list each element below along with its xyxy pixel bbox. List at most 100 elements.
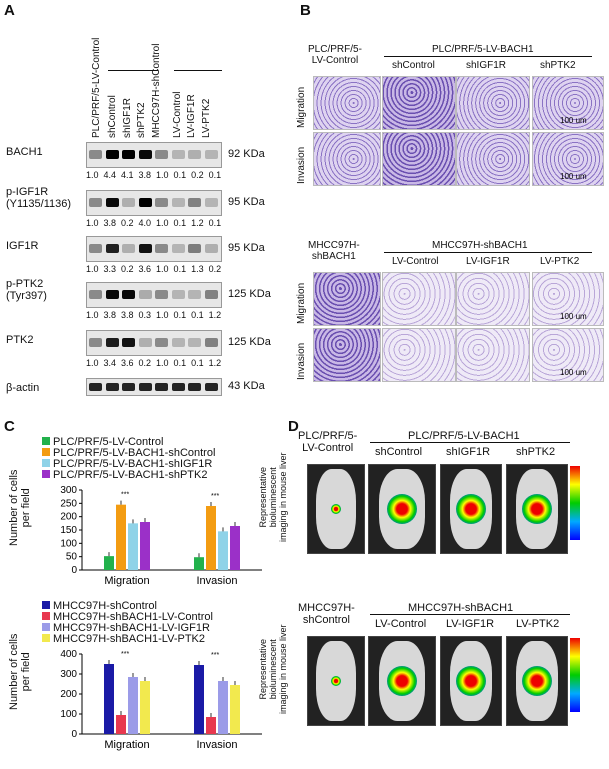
blot-image: [86, 378, 222, 396]
y-tick-label: 200: [60, 689, 77, 700]
mouse-image: [307, 464, 365, 554]
column-header: MHCC97H- shBACH1: [308, 240, 360, 262]
column-header: LV-Control: [392, 256, 439, 267]
mouse-body: [378, 641, 426, 721]
color-scale-bar: [570, 638, 580, 712]
micrograph: [313, 76, 381, 130]
bioluminescence-signal: [522, 666, 552, 696]
mouse-body: [516, 641, 558, 721]
blot-band: [138, 383, 152, 391]
bioluminescence-signal: [386, 494, 417, 524]
color-scale-bar: [570, 466, 580, 540]
blot-image: [86, 330, 222, 356]
legend-item: PLC/PRF/5-LV-BACH1-shPTK2: [42, 469, 207, 481]
blot-image: [86, 190, 222, 216]
bioluminescence-signal: [386, 666, 417, 696]
significance-mark: ***: [211, 652, 219, 659]
y-tick-label: 300: [60, 486, 77, 496]
quant-values: 1.0 4.4 4.1 3.8 1.0 0.1 0.2 0.1: [86, 170, 222, 180]
blot-band: [188, 150, 201, 159]
blot-name: IGF1R: [6, 240, 39, 252]
mouse-image: [307, 636, 365, 726]
bar: [104, 664, 114, 734]
bar: [194, 557, 204, 570]
column-header: PLC/PRF/5- LV-Control: [308, 44, 362, 66]
legend-label: MHCC97H-shBACH1-LV-IGF1R: [53, 622, 210, 634]
kda-label: 95 KDa: [228, 196, 265, 208]
y-tick-label: 0: [71, 565, 77, 576]
column-header: shPTK2: [516, 446, 556, 458]
blot-band: [89, 290, 102, 299]
blot-band: [138, 244, 152, 253]
mouse-body: [316, 641, 356, 721]
significance-mark: ***: [121, 651, 129, 658]
bar: [116, 504, 126, 570]
legend-label: MHCC97H-shControl: [53, 600, 157, 612]
column-header: LV-PTK2: [516, 618, 560, 630]
legend-label: PLC/PRF/5-LV-BACH1-shPTK2: [53, 469, 208, 481]
y-tick-label: 250: [60, 498, 77, 509]
legend-swatch: [42, 601, 50, 609]
blot-band: [171, 338, 185, 347]
micrograph: [456, 328, 530, 382]
blot-name: p-PTK2 (Tyr397): [6, 278, 47, 302]
blot-band: [204, 150, 218, 159]
bar: [230, 526, 240, 570]
kda-label: 43 KDa: [228, 380, 265, 392]
bioluminescence-signal: [456, 494, 486, 524]
legend-item: MHCC97H-shBACH1-LV-PTK2: [42, 633, 205, 645]
micrograph: [532, 328, 604, 382]
blot-band: [155, 150, 168, 159]
column-header: shPTK2: [540, 60, 576, 71]
blot-band: [138, 338, 152, 347]
scale-bar: 100 um: [560, 312, 587, 321]
blot-band: [122, 338, 135, 347]
quant-values: 1.0 3.3 0.2 3.6 1.0 0.1 1.3 0.2: [86, 264, 222, 274]
legend-label: PLC/PRF/5-LV-BACH1-shIGF1R: [53, 458, 213, 470]
micrograph: [382, 76, 456, 130]
kda-label: 125 KDa: [228, 288, 271, 300]
bar: [116, 715, 126, 734]
scale-bar: 100 um: [560, 368, 587, 377]
bar: [140, 681, 150, 734]
blot-band: [204, 383, 218, 391]
column-header: LV-IGF1R: [466, 256, 510, 267]
blot-name: BACH1: [6, 146, 43, 158]
blot-band: [188, 198, 201, 207]
legend-label: PLC/PRF/5-LV-Control: [53, 436, 164, 448]
micrograph: [313, 272, 381, 326]
blot-image: [86, 282, 222, 308]
mouse-image: [440, 636, 502, 726]
quant-values: 1.0 3.8 0.2 4.0 1.0 0.1 1.2 0.1: [86, 218, 222, 228]
legend-item: MHCC97H-shControl: [42, 600, 157, 612]
lane-label: LV-Control: [172, 91, 183, 138]
column-header: PLC/PRF/5- LV-Control: [298, 430, 358, 454]
x-tick-label: Invasion: [197, 575, 238, 587]
column-header: shControl: [392, 60, 435, 71]
kda-label: 92 KDa: [228, 148, 265, 160]
blot-band: [122, 383, 135, 391]
bioluminescence-signal: [522, 494, 552, 524]
group-label: PLC/PRF/5-LV-BACH1: [432, 44, 534, 55]
blot-band: [155, 383, 168, 391]
legend-label: MHCC97H-shBACH1-LV-PTK2: [53, 633, 206, 645]
blot-band: [155, 244, 168, 253]
blot-name: PTK2: [6, 334, 34, 346]
micrograph: [532, 76, 604, 130]
blot-band: [105, 338, 119, 347]
legend-swatch: [42, 612, 50, 620]
micrograph: [313, 328, 381, 382]
bioluminescence-signal: [330, 504, 341, 514]
blot-band: [89, 198, 102, 207]
legend-swatch: [42, 437, 50, 445]
column-header: shIGF1R: [446, 446, 491, 458]
y-tick-label: 300: [60, 669, 77, 680]
y-axis-label: Number of cells per field: [8, 633, 32, 710]
legend-swatch: [42, 470, 50, 478]
side-label: Representative bioluminescent imaging in…: [258, 452, 288, 542]
blot-band: [105, 383, 119, 391]
blot-band: [204, 290, 218, 299]
blot-image: [86, 142, 222, 168]
group-label: MHCC97H-shBACH1: [408, 602, 514, 614]
micrograph: [382, 132, 456, 186]
